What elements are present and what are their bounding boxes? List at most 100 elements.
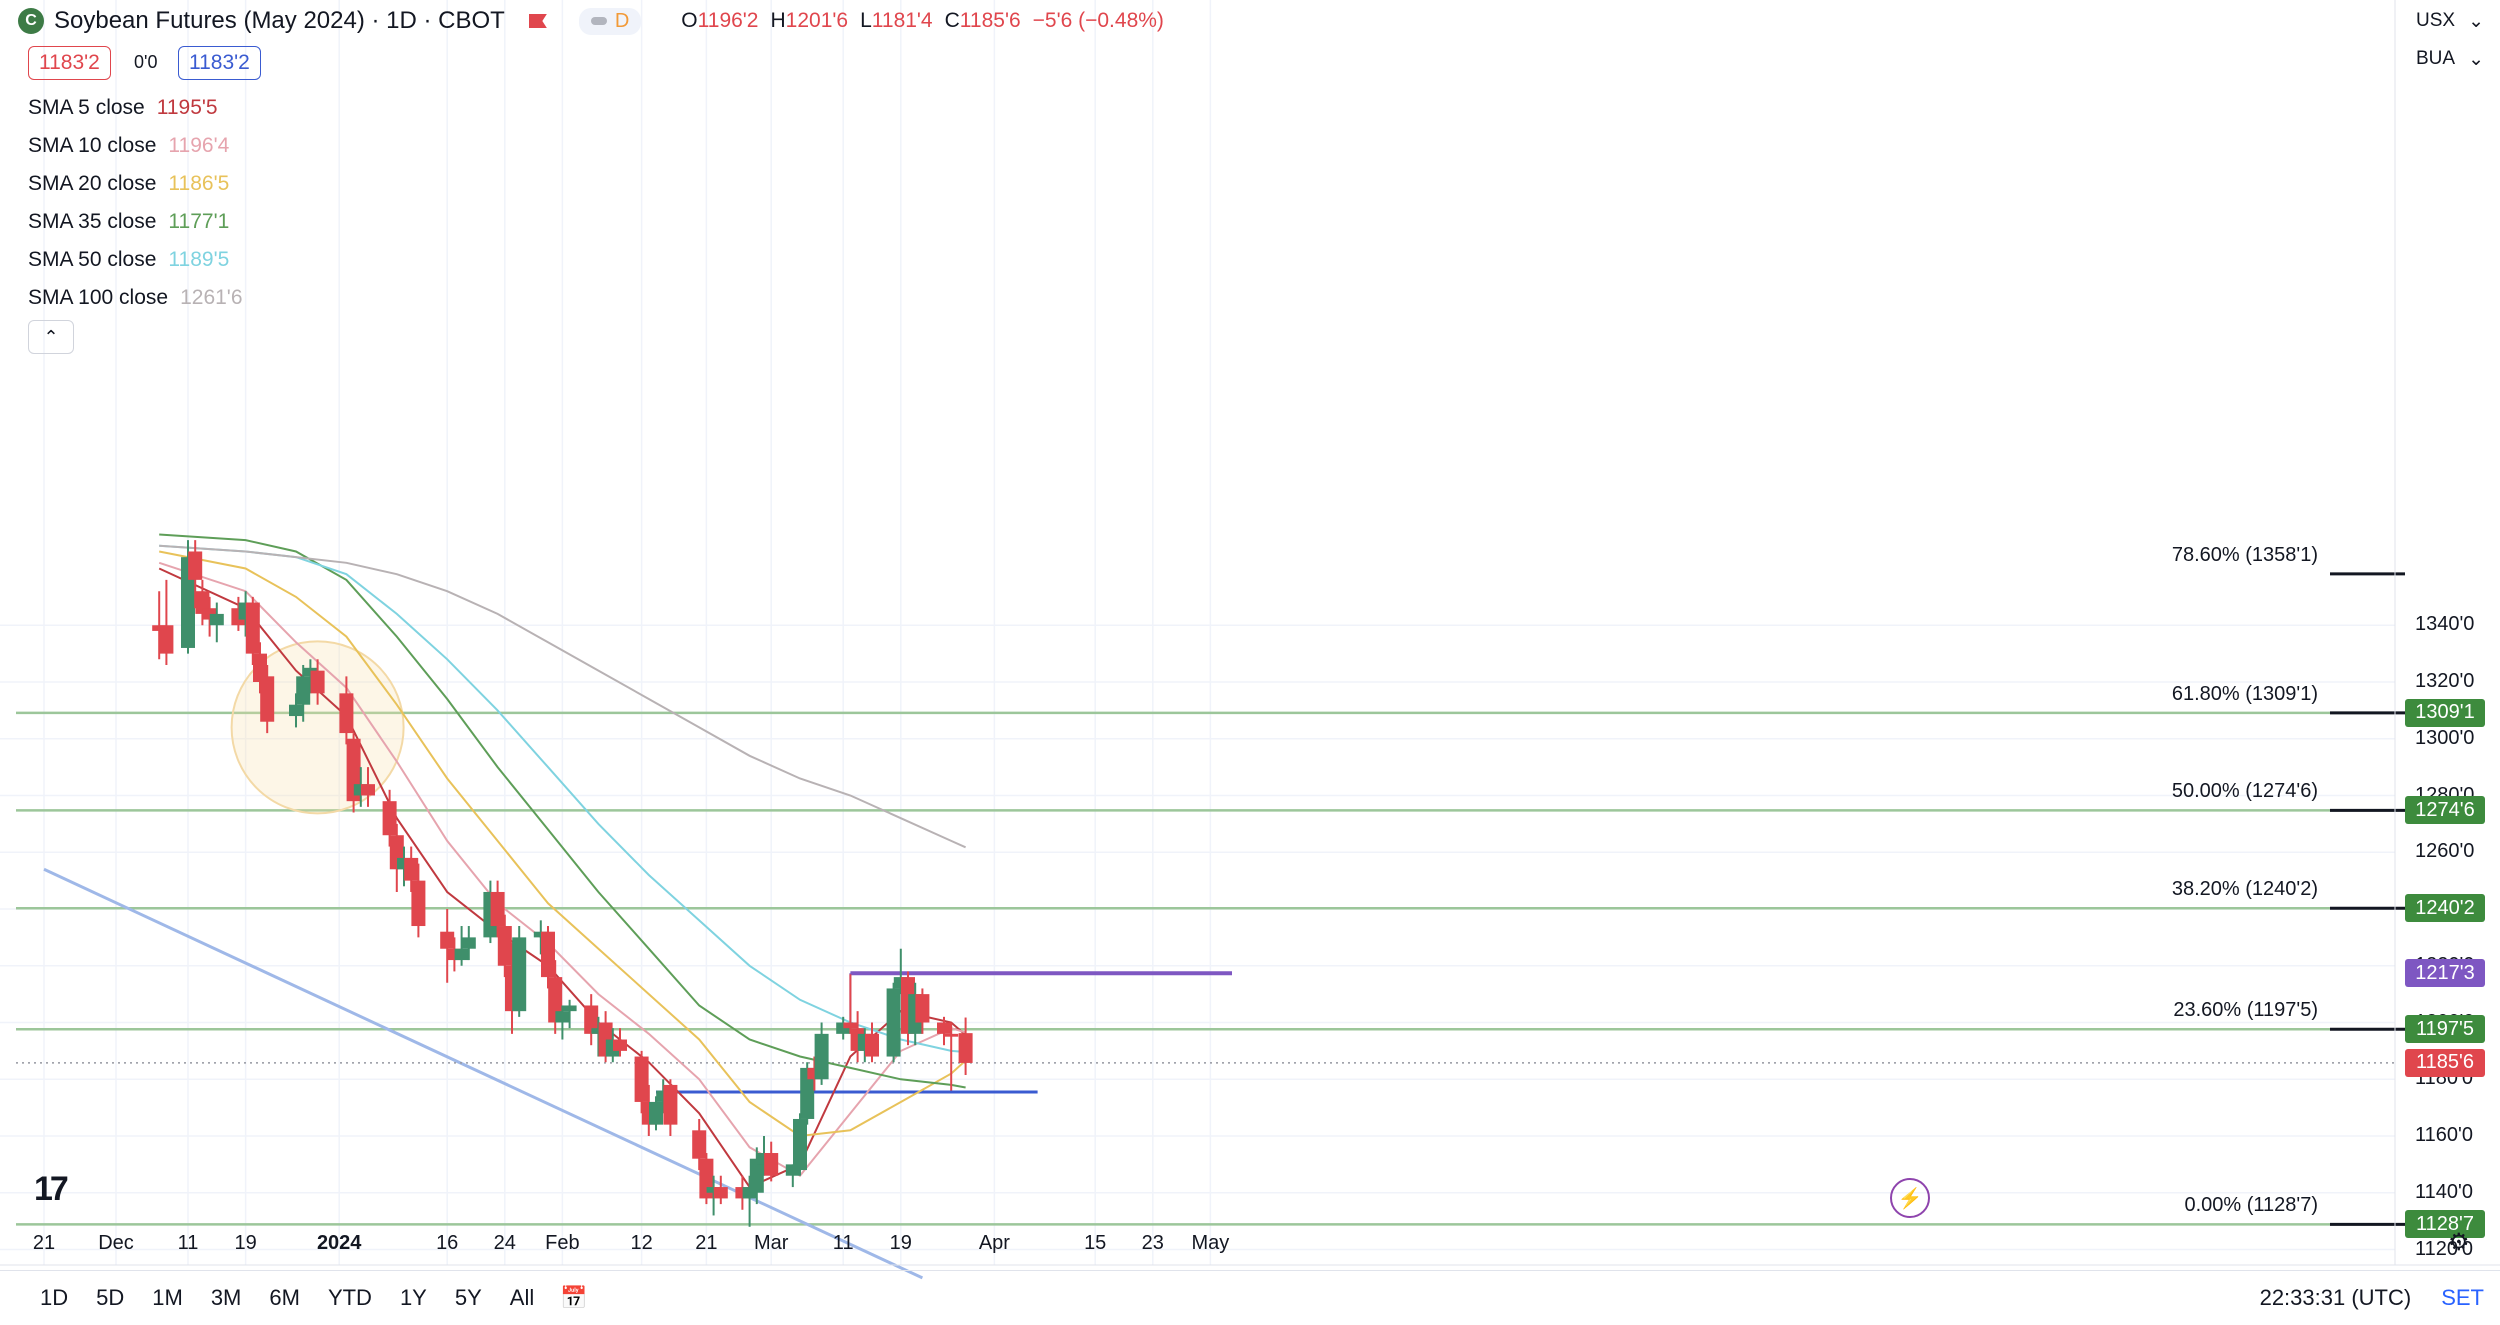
sma-legend-row[interactable]: SMA 35 close 1177'1 [28, 210, 229, 234]
fib-price-badge: 1128'7 [2405, 1210, 2485, 1239]
candle-body [843, 1022, 858, 1029]
candle-body [490, 891, 505, 927]
candle-body [289, 704, 303, 717]
candle-body [555, 1011, 570, 1023]
range-button[interactable]: 6M [269, 1285, 300, 1310]
fib-level-label: 61.80% (1309'1) [2171, 682, 2318, 705]
candle-body [735, 1187, 750, 1199]
candle-body [865, 1033, 879, 1057]
fib-level-label: 78.60% (1358'1) [2171, 543, 2318, 566]
candle-body [497, 926, 512, 966]
trend-line [43, 867, 924, 1280]
flag-icon[interactable] [528, 14, 547, 28]
candle-body [512, 937, 527, 1012]
time-axis-label: Dec [98, 1232, 134, 1254]
candle-body [353, 784, 368, 796]
candle-body [533, 931, 548, 938]
candle-body [253, 653, 267, 682]
time-axis-label: 12 [630, 1232, 653, 1254]
candle-body [613, 1039, 627, 1051]
symbol-title[interactable]: Soybean Futures (May 2024) · 1D · CBOT [54, 7, 505, 34]
set-button[interactable]: SET [2441, 1285, 2484, 1310]
sma-legend-row[interactable]: SMA 20 close 1186'5 [28, 172, 229, 196]
range-button[interactable]: 3M [210, 1285, 242, 1310]
sell-price: 1183'2 [39, 51, 100, 74]
symbol-logo-icon: C [18, 8, 44, 34]
time-axis-label: 2024 [316, 1232, 362, 1254]
sma-legend-row[interactable]: SMA 10 close 1196'4 [28, 134, 229, 158]
delayed-data-badge[interactable]: D [578, 7, 642, 35]
range-button[interactable]: All [509, 1285, 535, 1310]
range-button[interactable]: 1D [40, 1285, 69, 1310]
price-axis-label: 1120'0 [2415, 1237, 2473, 1260]
sma-legend-row[interactable]: SMA 50 close 1189'5 [28, 248, 229, 272]
candle-body [785, 1164, 800, 1176]
currency-select[interactable]: USX ⌄ [2410, 6, 2490, 36]
time-axis-label: Feb [545, 1232, 580, 1254]
sma-legend-value: 1195'5 [156, 96, 218, 119]
time-axis-label: 11 [832, 1232, 854, 1254]
candle-body [397, 857, 411, 870]
range-button[interactable]: 5Y [454, 1285, 482, 1310]
fib-level-label: 0.00% (1128'7) [2184, 1194, 2318, 1217]
candle-body [404, 857, 419, 881]
candle-body [541, 931, 555, 978]
chevron-up-icon: ⌃ [43, 326, 59, 347]
time-axis-label: 21 [695, 1232, 718, 1254]
candle-body [656, 1090, 671, 1102]
sma-legend-value: 1196'4 [168, 134, 230, 157]
ohlc-readout: O1196'2 H1201'6 L1181'4 C1185'6 −5'6 (−0… [681, 9, 1164, 33]
sma-legend-label: SMA 35 close [28, 210, 157, 233]
candle-body [706, 1187, 721, 1193]
sell-button[interactable]: 1183'2 [28, 46, 111, 80]
candle-body [245, 602, 260, 654]
spread-value: 0'0 [134, 52, 158, 72]
range-button[interactable]: 5D [96, 1285, 125, 1310]
sma-legend-row[interactable]: SMA 100 close 1261'6 [28, 286, 243, 310]
candle-body [814, 1033, 829, 1080]
unit-select[interactable]: BUA ⌄ [2410, 44, 2490, 74]
change-value: −5'6 (−0.48%) [1032, 9, 1164, 32]
range-buttons: 1D 5D 1M 3M 6M YTD 1Y 5Y All [20, 1279, 542, 1317]
candle-body [562, 1005, 577, 1012]
sma-line [159, 533, 966, 1089]
collapse-legend-button[interactable]: ⌃ [28, 320, 74, 354]
price-axis-label: 1140'0 [2415, 1180, 2473, 1203]
buy-button[interactable]: 1183'2 [178, 46, 261, 80]
range-button[interactable]: YTD [327, 1285, 372, 1310]
candle-body [461, 937, 476, 949]
bottom-toolbar: 1D 5D 1M 3M 6M YTD 1Y 5Y All 📅 22:33:31 (UTC) SE… [0, 1270, 2500, 1325]
price-axis-label: 1300'0 [2415, 726, 2475, 749]
candle-body [181, 557, 195, 648]
chart-grid [0, 0, 2395, 1265]
clock-readout[interactable]: 22:33:31 (UTC) [2259, 1285, 2412, 1310]
last-price-badge: 1185'6 [2405, 1048, 2485, 1077]
fib-level-label: 38.20% (1240'2) [2171, 878, 2318, 901]
tradingview-logo-icon[interactable]: 17 [34, 1170, 69, 1208]
time-axis-label: 16 [436, 1232, 459, 1254]
sma-legend-row[interactable]: SMA 5 close 1195'5 [28, 96, 218, 120]
fib-price-badge: 1197'5 [2405, 1015, 2485, 1044]
range-button[interactable]: 1M [152, 1285, 183, 1310]
time-axis-label: 19 [889, 1232, 912, 1254]
price-axis-label: 1160'0 [2415, 1124, 2473, 1146]
candle-body [915, 994, 930, 1023]
time-axis-label: 15 [1084, 1232, 1107, 1254]
time-axis-label: Mar [753, 1232, 789, 1254]
gear-icon[interactable]: ⚙ [2448, 1229, 2470, 1256]
calendar-icon[interactable]: 📅 [560, 1285, 588, 1310]
candle-body [310, 670, 325, 694]
fib-price-badge: 1240'2 [2405, 894, 2485, 923]
range-button[interactable]: 1Y [399, 1285, 427, 1310]
sma-line [159, 550, 967, 1138]
candle-body [454, 948, 469, 961]
zap-glyph: ⚡ [1897, 1187, 1923, 1210]
zap-icon[interactable]: ⚡ [1890, 1178, 1930, 1218]
unit-label: BUA [2416, 48, 2456, 69]
sma-legend-value: 1186'5 [168, 172, 230, 195]
price-axis-label: 1340'0 [2415, 613, 2475, 636]
fib-price-badge: 1309'1 [2405, 698, 2485, 727]
candle-body [742, 1187, 757, 1199]
price-axis-label: 1260'0 [2415, 840, 2475, 863]
